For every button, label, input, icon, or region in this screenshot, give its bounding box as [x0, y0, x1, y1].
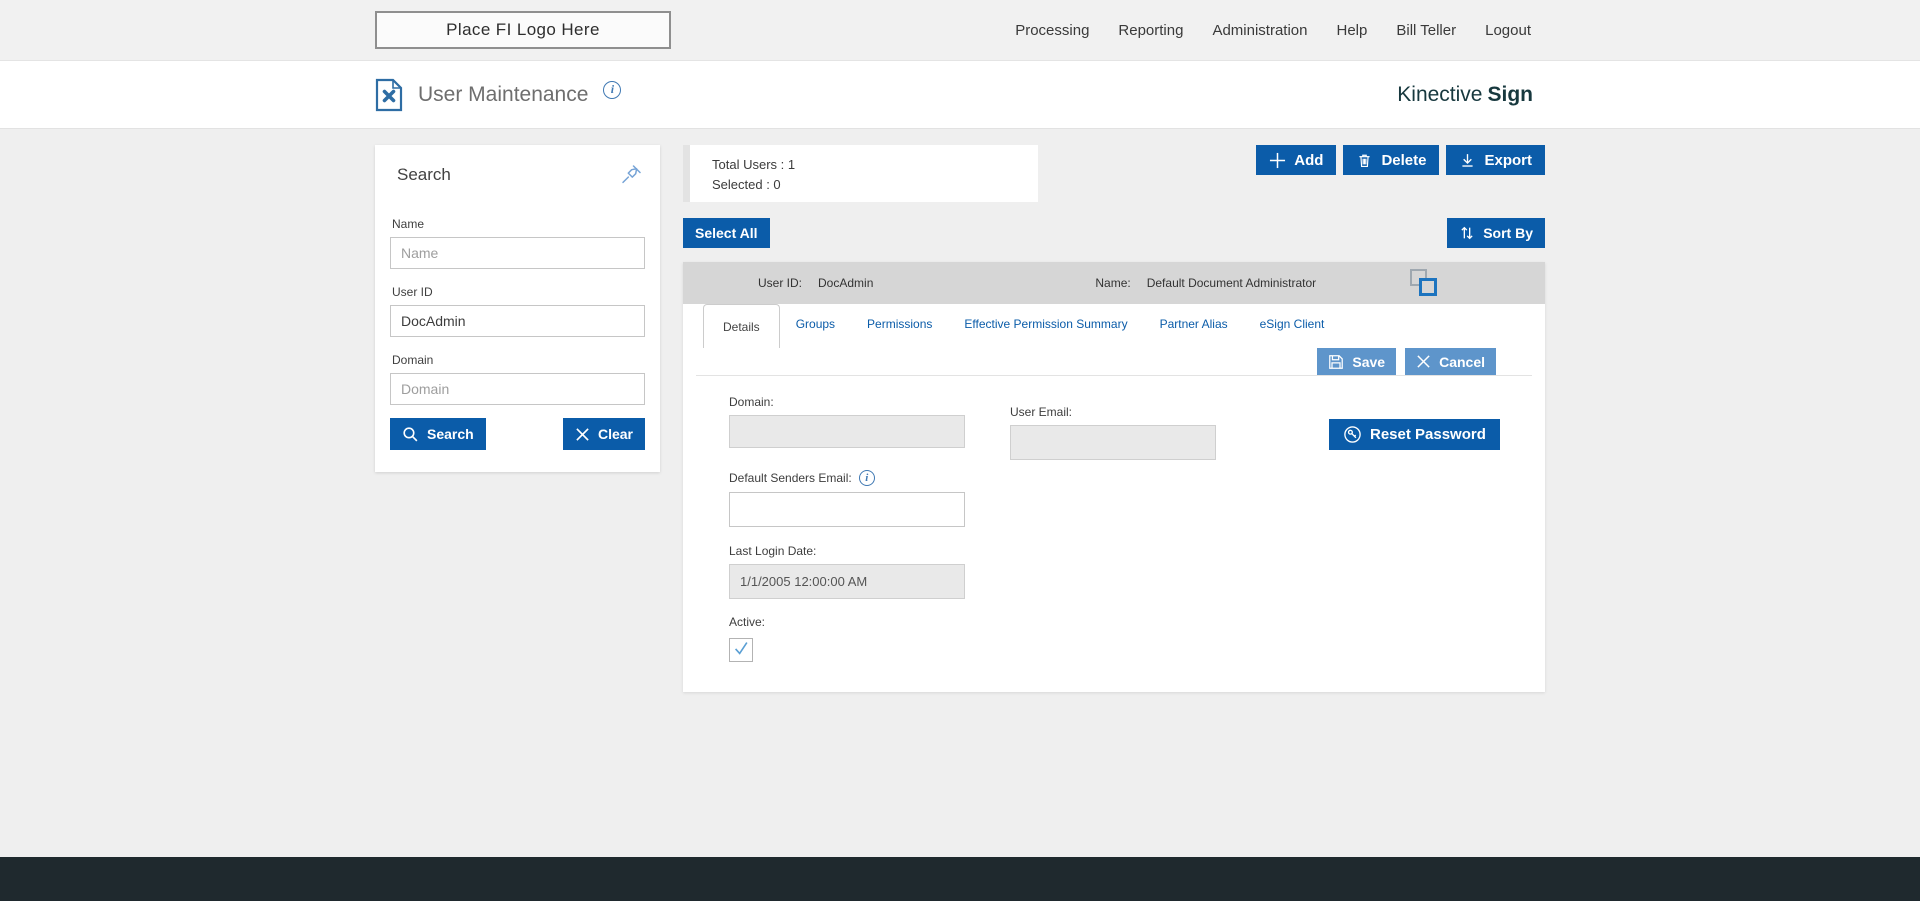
tab-groups[interactable]: Groups — [795, 317, 836, 331]
nav-item-logout[interactable]: Logout — [1485, 21, 1531, 39]
search-domain-input[interactable] — [390, 373, 645, 405]
select-square-back — [1410, 269, 1427, 286]
domain-input — [729, 415, 965, 448]
user-email-label: User Email: — [1010, 405, 1073, 419]
delete-button[interactable]: Delete — [1343, 145, 1440, 175]
select-all-button[interactable]: Select All — [683, 218, 770, 248]
trash-icon — [1356, 152, 1373, 169]
sort-by-button[interactable]: Sort By — [1447, 218, 1545, 248]
select-square-front — [1419, 278, 1437, 296]
search-panel-title: Search — [397, 165, 451, 184]
x-icon — [1416, 354, 1431, 369]
pushpin-icon[interactable] — [617, 161, 645, 194]
nav-item-user[interactable]: Bill Teller — [1396, 21, 1457, 39]
fi-logo-text: Place FI Logo Here — [446, 20, 600, 39]
tab-effective-permission-summary[interactable]: Effective Permission Summary — [964, 317, 1128, 331]
user-toolbar: Add Delete — [1256, 145, 1545, 175]
stats-strip — [683, 145, 690, 202]
sort-arrows-icon — [1459, 225, 1475, 241]
floppy-disk-icon — [1328, 354, 1344, 370]
tab-permissions[interactable]: Permissions — [867, 317, 933, 331]
search-panel: Search Name User ID Domain — [375, 145, 660, 472]
user-id-value: DocAdmin — [818, 276, 874, 290]
user-name-value: Default Document Administrator — [1146, 276, 1317, 290]
tab-esign-client[interactable]: eSign Client — [1259, 317, 1325, 331]
key-refresh-icon — [1343, 425, 1362, 444]
export-button[interactable]: Export — [1446, 145, 1545, 175]
search-name-label: Name — [392, 217, 425, 231]
info-icon[interactable]: i — [603, 80, 622, 99]
x-icon — [575, 427, 590, 442]
user-list-row[interactable]: User ID: DocAdmin Name: Default Document… — [683, 262, 1545, 304]
nav-item-administration[interactable]: Administration — [1212, 21, 1308, 39]
brand-bold: Sign — [1487, 82, 1534, 106]
reset-password-button[interactable]: Reset Password — [1329, 419, 1500, 450]
nav-item-processing[interactable]: Processing — [1015, 21, 1090, 39]
tab-partner-alias[interactable]: Partner Alias — [1159, 317, 1228, 331]
info-icon[interactable]: i — [858, 470, 875, 486]
download-icon — [1459, 152, 1476, 169]
main-content: Search Name User ID Domain — [0, 129, 1920, 692]
fi-logo-placeholder: Place FI Logo Here — [375, 11, 671, 49]
plus-icon — [1269, 152, 1286, 169]
document-tools-icon — [375, 78, 403, 112]
default-senders-email-input[interactable] — [729, 492, 965, 527]
total-users-text: Total Users : 1 — [712, 157, 796, 172]
tab-details[interactable]: Details — [703, 304, 780, 348]
brand-logo: Kinective Sign — [1397, 83, 1533, 107]
clear-button[interactable]: Clear — [562, 418, 645, 450]
search-icon — [402, 426, 419, 443]
last-login-label: Last Login Date: — [729, 544, 817, 558]
search-name-input[interactable] — [390, 237, 645, 269]
detail-tabbar: Details Groups Permissions Effective Per… — [683, 304, 1545, 348]
selected-count-text: Selected : 0 — [712, 177, 781, 192]
domain-field-label: Domain: — [729, 395, 774, 409]
active-checkbox[interactable] — [729, 638, 753, 662]
page-header: User Maintenance i Kinective Sign — [0, 61, 1920, 129]
details-form: Domain: Default Senders Email: i Last Lo… — [683, 376, 1545, 662]
last-login-input — [729, 564, 965, 599]
actions-divider — [696, 375, 1532, 376]
brand-primary: Kinective — [1397, 82, 1483, 106]
checkmark-icon — [732, 639, 750, 662]
top-nav-bar: Place FI Logo Here Processing Reporting … — [0, 0, 1920, 61]
results-stats: Total Users : 1 Selected : 0 — [690, 145, 1038, 202]
nav-item-reporting[interactable]: Reporting — [1118, 21, 1184, 39]
search-userid-label: User ID — [392, 285, 433, 299]
footer-bar — [0, 857, 1920, 901]
user-name-label: Name: — [1095, 276, 1131, 290]
cancel-button[interactable]: Cancel — [1405, 348, 1496, 375]
user-email-input — [1010, 425, 1216, 460]
search-button[interactable]: Search — [390, 418, 486, 450]
search-domain-label: Domain — [392, 353, 434, 367]
add-button[interactable]: Add — [1256, 145, 1337, 175]
user-id-label: User ID: — [758, 276, 803, 290]
active-label: Active: — [729, 615, 766, 629]
nav-item-help[interactable]: Help — [1336, 21, 1368, 39]
search-userid-input[interactable] — [390, 305, 645, 337]
save-button[interactable]: Save — [1317, 348, 1397, 375]
results-section: Total Users : 1 Selected : 0 Add — [683, 145, 1545, 692]
multi-select-squares-icon[interactable] — [1410, 269, 1437, 296]
user-detail-panel: User ID: DocAdmin Name: Default Document… — [683, 262, 1545, 692]
page-title: User Maintenance — [418, 82, 589, 106]
default-senders-email-label: Default Senders Email: — [729, 471, 852, 485]
top-nav: Processing Reporting Administration Help… — [1015, 22, 1531, 39]
